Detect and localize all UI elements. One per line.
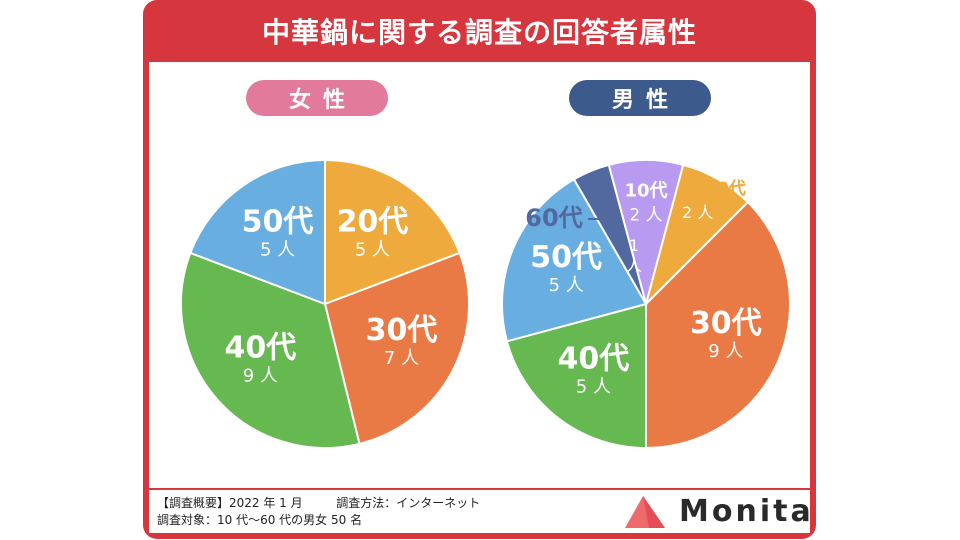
charts-panel: 女性 男性 20代 5 人 30代 7 人 40代 9 人 50代 5 人 10代 2 人 20代 2… (149, 62, 810, 488)
survey-date: 【調査概要】2022 年 1 月 (157, 496, 303, 510)
female-label-20代: 20代 (337, 204, 409, 239)
female-header-pill: 女性 (246, 80, 388, 116)
male-label-10代: 10代 (624, 180, 667, 201)
male-label-20代: 20代 (705, 178, 746, 199)
female-label-50代: 50代 (242, 204, 314, 239)
female-value-40代: 9 人 (243, 365, 278, 386)
male-value-40代: 5 人 (576, 377, 611, 398)
male-chart-title: 男性 (611, 88, 680, 113)
male-value-10代: 2 人 (629, 205, 662, 225)
female-value-50代: 5 人 (260, 239, 295, 260)
female-value-30代: 7 人 (384, 348, 419, 369)
survey-method: 調査方法：インターネット (336, 496, 481, 510)
male-unit-60代: 人 (626, 256, 642, 275)
female-slice-40代 (180, 251, 361, 449)
monita-logo: Monita (619, 494, 811, 530)
female-label-30代: 30代 (366, 313, 438, 348)
male-label-60代: 60代 (525, 204, 582, 232)
male-label-40代: 40代 (558, 342, 630, 377)
female-value-20代: 5 人 (355, 239, 390, 260)
female-slice-20代 (324, 158, 461, 306)
survey-target: 調査対象：10 代〜60 代の男女 50 名 (157, 513, 363, 527)
male-slice-60代 (572, 163, 647, 305)
footer: 【調査概要】2022 年 1 月 調査方法：インターネット 調査対象：10 代〜… (149, 488, 811, 533)
male-value-60代: 1 (629, 236, 639, 255)
female-chart-title: 女性 (288, 88, 357, 113)
infographic-frame: 中華鍋に関する調査の回答者属性 女性 男性 20代 5 人 30代 7 人 40代 9 人… (143, 0, 816, 539)
male-slice-50代 (501, 177, 648, 343)
male-value-50代: 5 人 (549, 275, 584, 296)
page-title: 中華鍋に関する調査の回答者属性 (261, 16, 697, 49)
male-header-pill: 男性 (569, 80, 711, 116)
triangle-logo-icon (625, 496, 665, 528)
female-label-40代: 40代 (224, 330, 296, 365)
female-slice-30代 (323, 251, 470, 446)
male-label-50代: 50代 (530, 240, 602, 275)
male-value-20代: 2 人 (682, 203, 713, 222)
female-slice-50代 (189, 158, 326, 306)
male-60s-leader-line (588, 218, 619, 229)
male-value-30代: 9 人 (708, 341, 743, 362)
male-slice-30代 (645, 200, 791, 450)
male-slice-40代 (505, 302, 647, 450)
survey-overview: 【調査概要】2022 年 1 月 調査方法：インターネット (157, 495, 480, 512)
logo-text: Monita (679, 494, 814, 529)
male-label-30代: 30代 (690, 306, 762, 341)
